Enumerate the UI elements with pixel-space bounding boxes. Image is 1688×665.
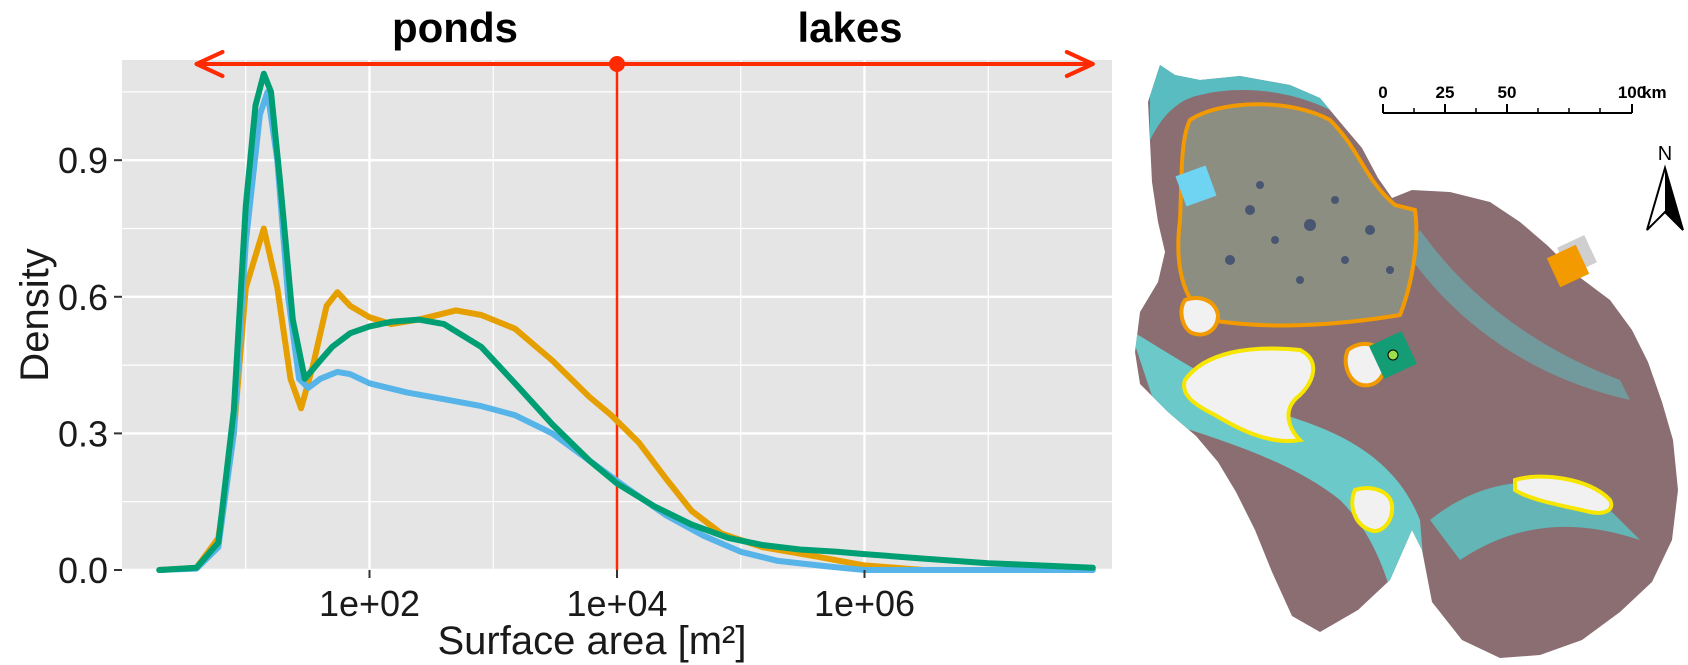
lake-yellow-southeast (1513, 474, 1614, 515)
scale-unit: km (1642, 83, 1667, 102)
lakes-label: lakes (797, 4, 902, 51)
series-line-2 (156, 70, 1096, 573)
scale-label-25: 25 (1436, 83, 1455, 102)
x-tick-label-0: 1e+02 (319, 583, 420, 624)
x-tick-label-2: 1e+06 (814, 583, 915, 624)
ponds-dots (1225, 181, 1394, 284)
y-tick-label-1: 0.3 (58, 413, 108, 454)
ponded-area (1176, 102, 1419, 328)
scale-label-50: 50 (1498, 83, 1517, 102)
large-lakes (1179, 296, 1614, 533)
x-tick-label-1: 1e+04 (566, 583, 667, 624)
density-plot: 0.0 0.3 0.6 0.9 1e+02 1e+04 1e+06 Surface are… (13, 4, 1112, 663)
y-tick-label-2: 0.6 (58, 277, 108, 318)
scale-label-0: 0 (1378, 83, 1387, 102)
scale-label-100: 100 (1618, 83, 1646, 102)
water-channels (1135, 330, 1432, 658)
y-axis-title: Density (13, 248, 57, 381)
y-tick-label-0: 0.0 (58, 550, 108, 591)
lake-yellow-west (1182, 346, 1316, 443)
x-axis-ticks: 1e+02 1e+04 1e+06 (319, 570, 915, 624)
y-axis-ticks: 0.0 0.3 0.6 0.9 (58, 140, 122, 591)
y-tick-label-3: 0.9 (58, 140, 108, 181)
threshold-dot (609, 56, 625, 72)
site-green-marker (1387, 349, 1399, 361)
x-axis-title: Surface area [m²] (437, 619, 746, 663)
site-orange (1546, 244, 1590, 288)
series-line-1 (156, 88, 1096, 573)
map: 0 25 50 100 km N (1135, 65, 1684, 658)
lake-yellow-south (1350, 486, 1395, 533)
north-arrow: N (1646, 143, 1684, 231)
water-channel-upper (1405, 230, 1630, 400)
site-light-blue (1175, 165, 1217, 207)
study-sites (1175, 165, 1597, 379)
scale-bar: 0 25 50 100 km (1378, 83, 1667, 114)
series-layer (156, 70, 1096, 573)
lake-orange-west (1179, 296, 1221, 337)
north-label: N (1658, 143, 1672, 165)
ponds-label: ponds (392, 4, 518, 51)
ponds-lakes-arrow (194, 50, 1095, 78)
